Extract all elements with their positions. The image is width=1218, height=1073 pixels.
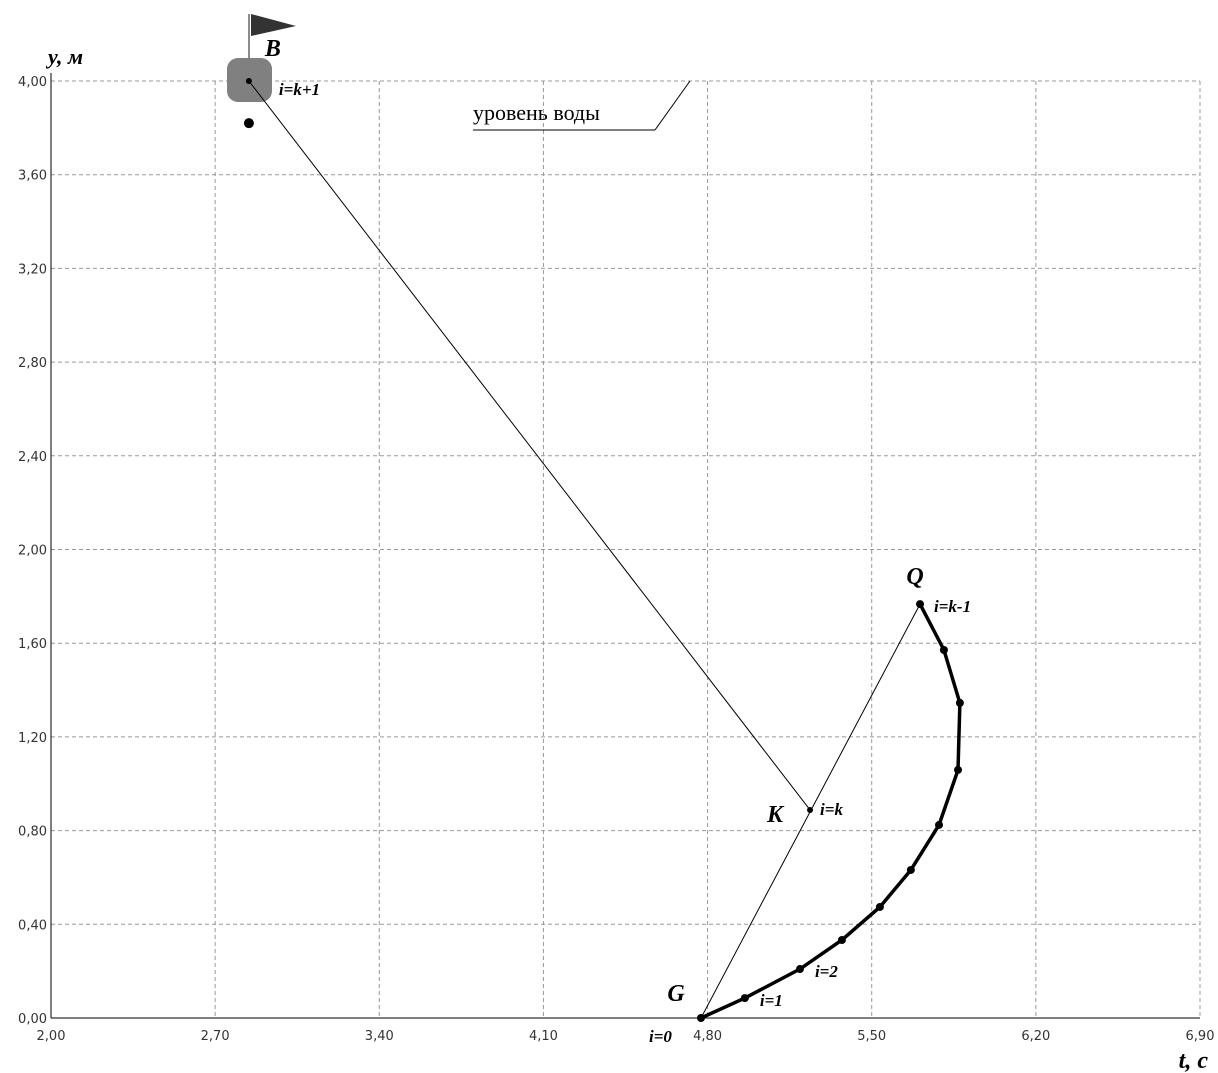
y-tick-label: 2,80: [18, 356, 47, 371]
point: [246, 78, 252, 84]
series-line: [249, 81, 810, 810]
water-level-callout: уровень воды: [473, 81, 690, 130]
x-tick-label: 4,10: [529, 1029, 558, 1044]
y-axis-title: y, м: [45, 44, 83, 69]
annotation: уровень воды: [473, 100, 600, 125]
point: [935, 821, 943, 829]
point-name: K: [766, 802, 785, 828]
x-tick-label: 4,80: [693, 1029, 722, 1044]
point-name: G: [667, 981, 685, 1007]
x-tick-label: 2,00: [37, 1029, 66, 1044]
point: [838, 936, 846, 944]
chart: y, м t, с уровень воды 0,00 0,40 0,80 1,20 1…: [0, 0, 1218, 1073]
y-tick-label: 2,00: [18, 544, 47, 559]
y-tick-label: 1,20: [18, 731, 47, 746]
x-axis-title: t, с: [1179, 1048, 1209, 1073]
point: [698, 1015, 704, 1021]
point: [876, 903, 884, 911]
y-tick-label: 0,80: [18, 825, 47, 840]
y-tick-label: 1,60: [18, 637, 47, 652]
point: [940, 646, 948, 654]
point: [956, 699, 964, 707]
y-tick-label: 0,40: [18, 918, 47, 933]
y-tick-label: 4,00: [18, 75, 47, 90]
x-tick-label: 2,70: [201, 1029, 230, 1044]
point: [807, 807, 813, 813]
y-tick-label: 3,20: [18, 262, 47, 277]
x-tick-label: 3,40: [365, 1029, 394, 1044]
point-label: i=k-1: [934, 597, 971, 616]
point-name: Q: [906, 564, 923, 590]
point-name: B: [264, 36, 281, 62]
point: [907, 866, 915, 874]
point-label: i=k+1: [279, 80, 320, 99]
point: [917, 601, 923, 607]
point-label: i=2: [815, 962, 838, 981]
x-tick-label: 6,90: [1186, 1029, 1215, 1044]
point-label: i=1: [760, 991, 783, 1010]
point: [954, 766, 962, 774]
point-label: i=0: [649, 1027, 672, 1046]
y-tick-label: 0,00: [18, 1012, 47, 1027]
y-tick-label: 3,60: [18, 169, 47, 184]
point-label: i=k: [820, 800, 843, 819]
y-tick-label: 2,40: [18, 450, 47, 465]
x-tick-label: 6,20: [1021, 1029, 1050, 1044]
point: [244, 118, 254, 128]
x-tick-label: 5,50: [857, 1029, 886, 1044]
point: [741, 994, 749, 1002]
point: [796, 965, 804, 973]
